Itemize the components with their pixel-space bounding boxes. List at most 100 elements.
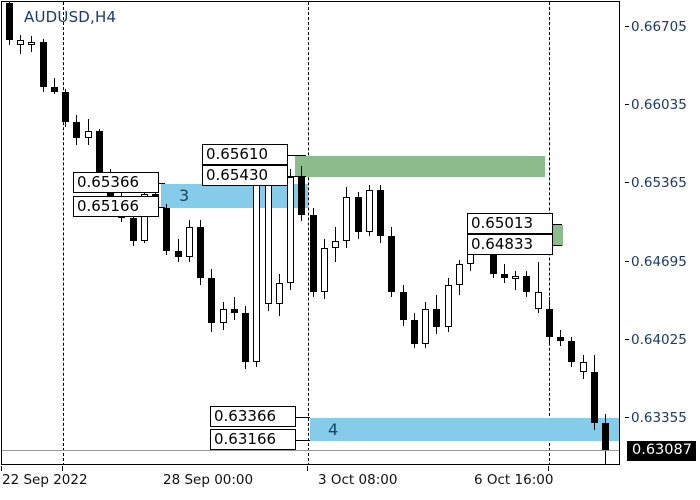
price-axis-tick: 0.63355 (625, 409, 687, 426)
price-axis-tick-label: 0.65365 (631, 175, 687, 192)
time-axis-tick-mark (307, 466, 308, 471)
candle-body-down (310, 215, 317, 293)
candle-body-down (388, 236, 395, 293)
candle-wick (538, 261, 539, 314)
candle-body-down (501, 273, 508, 279)
candle-body-down (400, 292, 407, 321)
candle-body-down (377, 189, 384, 237)
price-tag-blue-3-low[interactable]: 0.65166 (73, 195, 159, 217)
candle-body-up (535, 292, 542, 309)
price-tag-leader (296, 439, 310, 441)
page-title: AUDUSD,H4 (24, 8, 117, 26)
candle-wick (54, 77, 55, 95)
candle-body-down (355, 196, 362, 232)
price-axis-tick-label: 0.64695 (631, 253, 687, 270)
price-axis-tick: 0.66035 (625, 97, 687, 114)
candle-body-up (220, 308, 227, 323)
candle-body-down (523, 275, 530, 293)
price-tag-leader (553, 224, 562, 226)
price-tag-leader (553, 245, 562, 247)
price-zone-green-upper[interactable] (295, 155, 545, 177)
price-tag-blue-3-high[interactable]: 0.65366 (73, 172, 159, 194)
candle-body-up (422, 308, 429, 344)
price-axis-tick: 0.64695 (625, 253, 687, 270)
price-tag-leader (288, 175, 306, 177)
price-axis[interactable]: 0.66705 0.66035 0.65365 0.64695 0.64025 0.633… (620, 1, 699, 465)
candle-body-down (546, 308, 553, 337)
time-axis-tick-mark (548, 466, 549, 471)
candle-body-up (343, 196, 350, 241)
time-axis-tick-label: 3 Oct 08:00 (318, 472, 398, 488)
candle-body-down (163, 208, 170, 252)
price-axis-tick-label: 0.66035 (631, 97, 687, 114)
price-zone-label-blue-3: 3 (179, 186, 190, 206)
last-price-line (2, 450, 619, 452)
price-tag-blue-4-low[interactable]: 0.63166 (210, 428, 296, 450)
price-tag-leader (159, 206, 165, 208)
candle-body-down (557, 336, 564, 342)
candle-body-down (411, 320, 418, 344)
last-price-badge: 0.63087 (627, 441, 696, 462)
candle-body-down (40, 41, 47, 88)
candle-body-down (208, 278, 215, 323)
time-axis-tick-label: 28 Sep 00:00 (163, 472, 254, 488)
price-tag-green-right-high[interactable]: 0.65013 (467, 213, 553, 235)
candle-body-down (433, 308, 440, 328)
candle-body-up (141, 194, 148, 241)
price-tag-green-upper-high[interactable]: 0.65610 (202, 143, 288, 165)
time-axis-tick-mark (1, 466, 2, 471)
time-axis-tick-mark (62, 466, 63, 471)
candle-body-down (231, 308, 238, 314)
time-axis-tick-label: 22 Sep 2022 (2, 472, 88, 488)
candle-body-down (130, 217, 137, 241)
candle-wick (178, 238, 179, 262)
candle-body-up (253, 185, 260, 363)
candle-body-down (6, 3, 13, 41)
time-axis-tick-label: 6 Oct 16:00 (474, 472, 554, 488)
candle-body-down (51, 87, 58, 92)
candle-body-down (73, 122, 80, 139)
price-axis-tick-label: 0.63355 (631, 409, 687, 426)
candle-body-up (28, 41, 35, 46)
price-zone-label-blue-4: 4 (328, 419, 339, 439)
candle-body-up (321, 247, 328, 293)
candle-body-down (62, 91, 69, 123)
candle-body-down (298, 176, 305, 216)
price-zone-blue-4[interactable] (310, 417, 619, 441)
candle-body-up (85, 131, 92, 139)
candle-body-up (17, 40, 24, 46)
price-tag-leader (288, 154, 306, 156)
price-tag-blue-4-high[interactable]: 0.63366 (210, 405, 296, 427)
candle-body-down (602, 422, 609, 451)
candle-body-up (512, 275, 519, 279)
candle-body-down (175, 251, 182, 258)
session-divider-2 (308, 2, 309, 464)
candle-body-up (265, 185, 272, 304)
candle-body-down (197, 227, 204, 279)
candle-body-up (456, 264, 463, 286)
price-tag-green-right-low[interactable]: 0.64833 (467, 234, 553, 256)
price-tag-leader (159, 183, 165, 185)
candle-body-down (96, 131, 103, 175)
price-tag-leader (296, 416, 310, 418)
candle-body-up (445, 285, 452, 328)
candle-body-up (366, 189, 373, 232)
candle-body-down (591, 371, 598, 423)
time-axis[interactable]: 22 Sep 2022 28 Sep 00:00 3 Oct 08:00 6 Oct … (0, 466, 700, 500)
session-divider-1 (63, 2, 64, 464)
candle-body-up (186, 227, 193, 258)
price-axis-tick-label: 0.66705 (631, 19, 687, 36)
candle-body-down (242, 313, 249, 363)
candle-body-up (287, 176, 294, 283)
candle-body-down (568, 341, 575, 363)
price-tag-green-upper-low[interactable]: 0.65430 (202, 164, 288, 186)
candle-wick (515, 271, 516, 290)
candle-body-up (332, 240, 339, 248)
price-axis-tick: 0.64025 (625, 331, 687, 348)
price-axis-tick: 0.66705 (625, 19, 687, 36)
candle-wick (504, 264, 505, 283)
price-axis-tick-label: 0.64025 (631, 331, 687, 348)
candle-body-up (276, 282, 283, 304)
price-axis-tick: 0.65365 (625, 175, 687, 192)
